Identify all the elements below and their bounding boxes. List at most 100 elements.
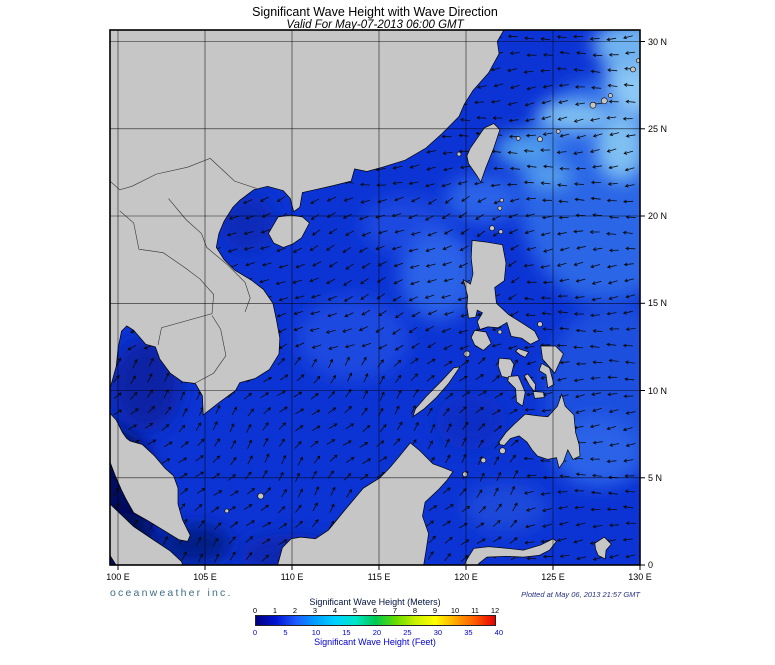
small-island [555,129,561,134]
wave-patch-ne-corner-light [593,30,640,70]
land-samar [540,345,564,374]
land-cebu [523,373,536,394]
land-negros [507,375,526,407]
small-island [499,447,506,455]
legend-meters-tick: 1 [272,606,278,615]
land-thai-malay-peninsula [110,412,191,542]
land-luzon [462,240,540,345]
legend-meters-tick: 5 [352,606,358,615]
legend-meters-tick: 4 [332,606,338,615]
valid-time-subtitle: Valid For May-07-2013 06:00 GMT [286,19,464,31]
wave-patch-pacific-streak-2 [596,111,640,182]
oceanweather-credit: oceanweather inc. [110,587,233,599]
small-island [257,492,264,500]
graticule-layer [110,30,645,570]
legend-meters-tick: 12 [490,606,500,615]
legend-feet-tick: 25 [403,628,412,637]
land-leyte [538,362,555,389]
legend-meters-tick: 11 [471,606,479,615]
legend-feet-tick: 0 [252,628,258,637]
land-halmahera [594,536,612,560]
wave-patch-central-scs-moderate [297,296,409,381]
legend-title-feet: Significant Wave Height (Feet) [314,637,436,647]
small-island [497,205,503,211]
small-island [515,136,521,141]
page-title: Significant Wave Height with Wave Direct… [252,5,498,19]
legend-meters-tick: 6 [372,606,378,615]
legend-feet-tick: 20 [372,628,382,637]
land-layer [110,30,640,565]
lat-label: 30 N [648,36,668,47]
wave-patch-celebes-sea [464,483,548,532]
legend-feet-tick: 35 [464,628,473,637]
land-bohol [532,391,545,399]
small-island [224,508,230,514]
lat-label: 10 N [648,385,668,396]
land-sulawesi-north-arm [463,538,557,565]
lat-label: 25 N [648,123,668,134]
wave-patch-gulf-of-tonkin-low [219,195,275,251]
small-island [537,321,543,328]
legend-meters-tick: 0 [252,606,258,615]
land-taiwan [466,123,501,183]
small-island [537,136,543,142]
country-border [194,315,227,384]
lat-label: 15 N [648,298,668,309]
country-border [110,158,259,191]
small-island [589,101,597,109]
wave-patch-sulu-sea [436,394,507,450]
lat-label: 0 [648,560,654,570]
land-mindoro [470,329,492,351]
lat-label: 20 N [648,211,668,221]
small-island [498,229,504,234]
wave-patch-pacific-streak-1 [537,100,614,133]
small-island [608,93,613,98]
land-palawan [412,366,461,418]
legend-feet-tick: 5 [283,628,288,637]
small-island [499,198,504,203]
country-border [119,210,215,346]
small-island [630,66,636,73]
small-island [497,329,503,335]
lon-label: 110 E [280,572,304,582]
legend-feet-tick: 10 [311,628,321,637]
legend-feet-tick: 30 [433,628,443,637]
legend-meters-tick: 3 [312,606,318,615]
plotted-timestamp: Plotted at May 06, 2013 21:57 GMT [521,590,640,599]
small-island [636,58,640,63]
legend-title-meters: Significant Wave Height (Meters) [309,597,441,607]
lat-label: 5 N [648,472,663,483]
land-asia-mainland [110,30,505,416]
lon-label: 100 E [106,572,130,582]
lon-label: 125 E [541,572,565,582]
country-border [168,198,251,313]
legend-feet-tick: 15 [342,628,351,637]
small-island [480,457,487,464]
legend-meters-tick: 10 [450,606,460,615]
legend-colorbar [255,615,496,626]
map-border [109,29,641,566]
map-svg [109,29,645,570]
legend-meters-tick: 2 [292,606,298,615]
land-masbate [515,348,530,358]
lon-label: 130 E [628,572,652,582]
lon-label: 115 E [367,572,391,582]
legend-meters-tick: 9 [432,606,438,615]
land-borneo [277,442,454,565]
small-island [462,471,468,478]
wave-patch-west-luzon-moderate [399,229,477,321]
land-mindanao [498,392,581,470]
small-island [456,151,462,157]
legend-meters-tick: 8 [412,606,418,615]
lon-label: 120 E [454,572,478,582]
map-area [109,29,645,570]
small-island [489,225,495,231]
legend-feet-tick: 40 [494,628,503,637]
lon-label: 105 E [193,572,217,582]
land-sumatra [110,503,184,565]
wave-patch-pacific-streak-4 [526,163,573,189]
legend-meters-tick: 7 [392,606,398,615]
small-island [600,97,608,105]
wave-patch-luzon-strait-moderate [445,174,522,224]
